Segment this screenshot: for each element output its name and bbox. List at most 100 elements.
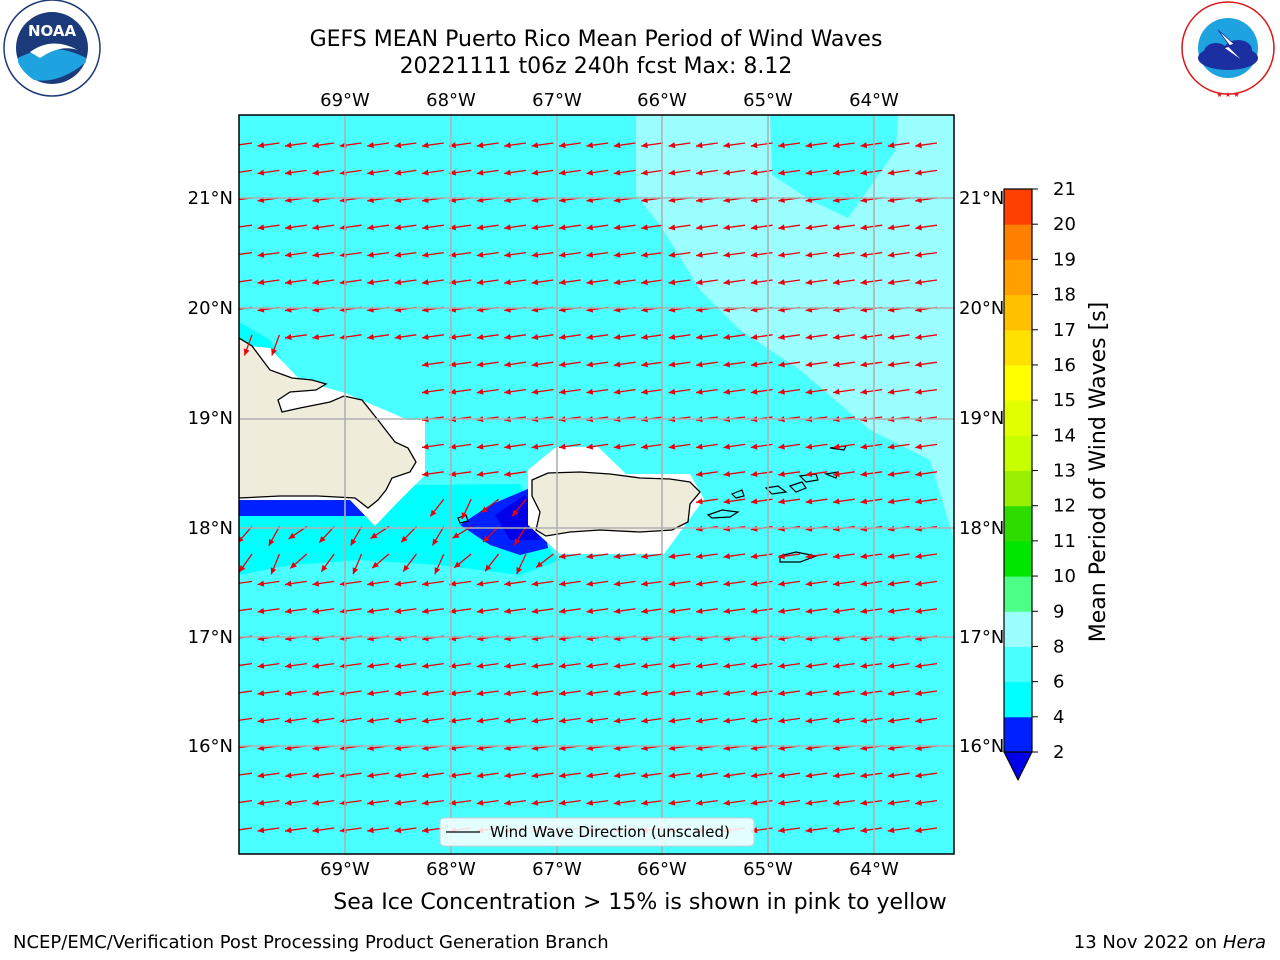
wave-direction-arrow <box>284 224 307 231</box>
wave-direction-arrow <box>394 827 417 834</box>
wave-direction-arrow <box>887 827 910 834</box>
colorbar-tick-label: 17 <box>1053 320 1076 341</box>
noaa-logo: NOAA <box>3 0 101 97</box>
wave-direction-arrow <box>504 251 527 258</box>
wave-direction-arrow <box>431 526 445 546</box>
wave-direction-arrow <box>695 333 718 340</box>
wave-direction-arrow <box>394 251 417 258</box>
wave-direction-arrow <box>558 553 581 560</box>
wave-direction-arrow <box>915 333 938 340</box>
wave-direction-arrow <box>531 279 554 286</box>
wave-direction-arrow <box>312 142 335 149</box>
wave-direction-arrow <box>832 169 855 176</box>
wave-direction-arrow <box>284 717 307 724</box>
wave-direction-arrow <box>558 388 581 395</box>
lon-label-bottom-1: 69°W <box>320 859 370 880</box>
wave-direction-arrow <box>482 526 500 543</box>
wave-direction-arrow <box>394 607 417 614</box>
wave-direction-arrow <box>449 224 472 231</box>
colorbar-segment <box>1004 470 1032 507</box>
wave-direction-arrow <box>429 498 445 517</box>
wave-direction-arrow <box>312 333 335 340</box>
wave-direction-arrow <box>887 279 910 286</box>
wave-direction-arrow <box>270 553 281 575</box>
wave-direction-arrow <box>695 279 718 286</box>
wave-direction-arrow <box>695 553 718 560</box>
wave-direction-arrow <box>350 526 363 546</box>
wave-direction-arrow <box>558 333 581 340</box>
wave-direction-arrow <box>887 580 910 587</box>
wave-direction-arrow <box>434 553 445 575</box>
colorbar-tick-label: 14 <box>1053 425 1076 446</box>
wave-direction-arrow <box>887 333 910 340</box>
wave-direction-arrow <box>695 470 718 477</box>
wave-direction-arrow <box>531 772 554 779</box>
lat-label-left-5: 17°N <box>188 627 233 648</box>
wave-direction-arrow <box>480 498 500 514</box>
wave-direction-arrow <box>504 855 526 861</box>
wave-direction-arrow <box>695 580 718 587</box>
wave-direction-arrow <box>394 580 417 587</box>
wave-direction-arrow <box>318 526 335 544</box>
wave-direction-arrow <box>695 717 718 724</box>
wave-direction-arrow <box>695 169 718 176</box>
wave-direction-arrow <box>750 553 773 560</box>
wave-direction-arrow <box>257 607 280 614</box>
wave-direction-arrow <box>476 388 499 395</box>
wave-direction-arrow <box>257 772 280 779</box>
wave-direction-arrow <box>832 772 855 779</box>
wave-direction-arrow <box>668 772 691 779</box>
map-legend: Wind Wave Direction (unscaled) <box>439 817 755 847</box>
wave-direction-arrow <box>805 662 828 669</box>
wave-direction-arrow <box>915 251 938 258</box>
wave-direction-arrow <box>239 662 253 667</box>
wave-direction-arrow <box>614 855 636 861</box>
wave-direction-arrow <box>641 772 664 779</box>
wave-direction-arrow <box>394 717 417 724</box>
wave-direction-arrow <box>367 169 390 176</box>
wave-direction-arrow <box>641 279 664 286</box>
wave-direction-arrow <box>723 580 746 587</box>
wave-direction-arrow <box>750 361 773 368</box>
wave-direction-arrow <box>695 388 718 395</box>
wave-direction-arrow <box>860 799 883 806</box>
noaa-logo-text: NOAA <box>28 22 77 40</box>
wave-direction-arrow <box>668 443 691 450</box>
wave-direction-arrow <box>312 717 335 724</box>
wave-direction-arrow <box>887 251 910 258</box>
wave-direction-arrow <box>312 662 335 669</box>
wave-direction-arrow <box>832 470 855 477</box>
wave-direction-arrow <box>613 361 636 368</box>
wave-direction-arrow <box>284 169 307 176</box>
wave-direction-arrow <box>832 690 855 697</box>
wave-direction-arrow <box>695 690 718 697</box>
wave-direction-arrow <box>586 799 609 806</box>
wave-direction-arrow <box>504 580 527 587</box>
wave-direction-arrow <box>887 662 910 669</box>
wave-direction-arrow <box>558 443 581 450</box>
wave-direction-arrow <box>723 142 746 149</box>
lat-label-left-2: 20°N <box>188 298 233 319</box>
wave-direction-arrow <box>586 607 609 614</box>
colorbar-segment <box>1004 576 1032 612</box>
wave-direction-arrow <box>257 279 280 286</box>
wave-direction-arrow <box>449 361 472 368</box>
colorbar-segment <box>1004 189 1032 225</box>
wave-direction-arrow <box>641 361 664 368</box>
wave-direction-arrow <box>504 333 527 340</box>
wave-direction-arrow <box>805 690 828 697</box>
wave-direction-arrow <box>586 142 609 149</box>
wave-direction-arrow <box>367 142 390 149</box>
lon-label-bottom-2: 68°W <box>426 859 476 880</box>
land-puerto-rico <box>531 471 701 537</box>
wave-direction-arrow <box>511 498 527 517</box>
wave-direction-arrow <box>394 772 417 779</box>
wave-direction-arrow <box>915 470 938 477</box>
colorbar-tick-label: 19 <box>1053 249 1076 270</box>
wave-direction-arrow <box>832 142 855 149</box>
wave-direction-arrow <box>476 662 499 669</box>
lat-label-left-3: 19°N <box>188 408 233 429</box>
wave-direction-arrow <box>723 169 746 176</box>
wave-direction-arrow <box>449 607 472 614</box>
wave-direction-arrow <box>723 690 746 697</box>
